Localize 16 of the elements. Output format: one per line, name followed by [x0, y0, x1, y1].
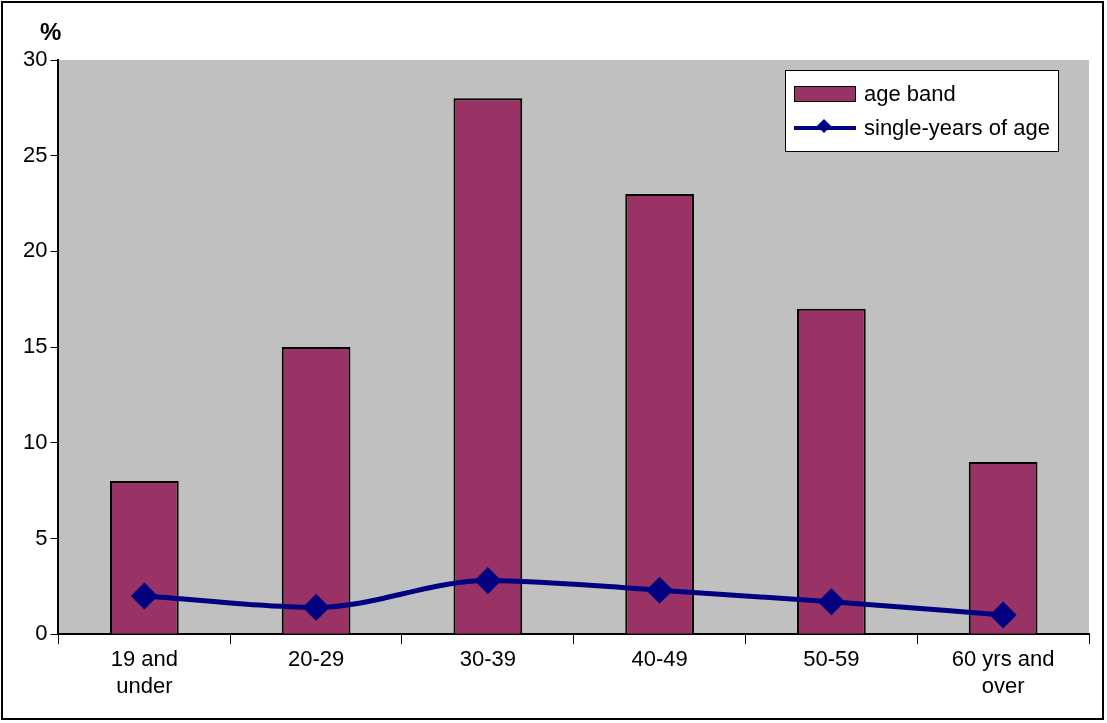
x-tick-label: 19 and under — [110, 646, 178, 698]
x-tick-label: 20-29 — [287, 646, 345, 672]
y-tick-label: 10 — [22, 428, 48, 454]
y-tick-label: 20 — [22, 237, 48, 263]
y-tick-label: 5 — [35, 524, 48, 550]
x-tick-label: 40-49 — [631, 646, 688, 672]
y-tick-label: 30 — [22, 46, 48, 72]
x-tick-label: 60 yrs and over — [951, 646, 1055, 698]
x-tick-label: 50-59 — [803, 646, 860, 672]
y-tick-label: 15 — [22, 333, 48, 359]
legend-label: single-years of age — [864, 115, 1050, 141]
x-tick-label: 30-39 — [459, 646, 516, 672]
y-tick-label: 25 — [22, 141, 48, 167]
y-tick-label: 0 — [35, 620, 48, 646]
legend-label: age band — [864, 81, 956, 107]
y-axis-title: % — [40, 18, 62, 46]
